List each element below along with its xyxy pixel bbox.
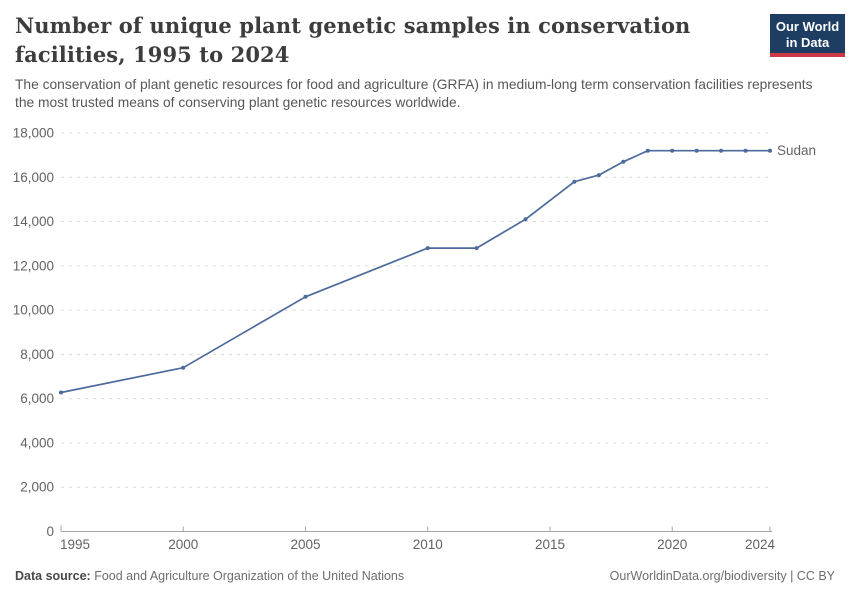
data-point[interactable] [572,179,577,184]
chart-title: Number of unique plant genetic samples i… [15,13,691,67]
owid-logo-line2: in Data [785,35,830,50]
x-axis-tick-label: 2024 [745,537,776,552]
data-point[interactable] [181,365,186,370]
owid-logo-line1: Our World [775,19,840,34]
data-point[interactable] [425,246,430,251]
owid-logo[interactable]: Our World in Data [770,14,845,57]
x-axis-tick-label: 1995 [60,537,90,552]
data-point[interactable] [303,294,308,299]
data-point[interactable] [743,148,748,153]
y-axis-tick-label: 10,000 [13,303,54,318]
data-source[interactable]: Data source: Food and Agriculture Organi… [15,569,404,583]
data-point[interactable] [694,148,699,153]
y-axis-tick-label: 0 [46,524,54,539]
data-point[interactable] [719,148,724,153]
x-axis-tick-label: 2020 [657,537,687,552]
x-axis-tick-label: 2005 [290,537,320,552]
data-point[interactable] [768,148,772,153]
y-axis-tick-label: 14,000 [13,214,54,229]
data-point[interactable] [596,173,601,178]
y-axis-tick-label: 6,000 [20,391,54,406]
data-point[interactable] [523,217,528,222]
x-axis-tick-label: 2010 [413,537,443,552]
y-axis-tick-label: 16,000 [13,170,54,185]
x-axis-tick-label: 2015 [535,537,565,552]
chart-footer: Data source: Food and Agriculture Organi… [15,569,835,583]
y-axis-tick-label: 18,000 [13,126,54,141]
y-axis-tick-label: 2,000 [20,480,54,495]
data-point[interactable] [474,246,479,251]
y-axis-tick-label: 4,000 [20,435,54,450]
data-point[interactable] [645,148,650,153]
y-axis-tick-label: 12,000 [13,258,54,273]
data-line[interactable] [60,149,771,394]
y-axis-tick-label: 8,000 [20,347,54,362]
x-axis-tick-label: 2000 [168,537,198,552]
footer-link[interactable]: OurWorldinData.org/biodiversity | CC BY [609,569,835,583]
data-source-text: Food and Agriculture Organization of the… [94,569,405,583]
chart-subtitle: The conservation of plant genetic resour… [15,77,813,110]
data-source-label: Data source: [15,569,91,583]
data-point[interactable] [621,159,626,164]
series-end-label[interactable]: Sudan [777,143,816,158]
data-point[interactable] [670,148,675,153]
data-point[interactable] [59,390,63,395]
